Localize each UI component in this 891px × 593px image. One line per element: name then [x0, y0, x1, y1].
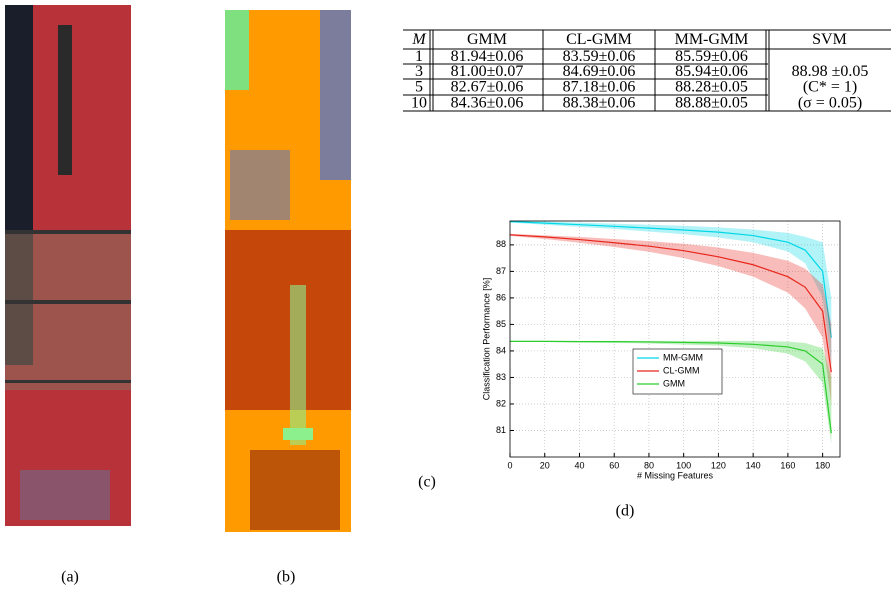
- x-axis-label: # Missing Features: [637, 470, 714, 480]
- table-header: CL-GMM: [566, 31, 632, 48]
- table-header: MM-GMM: [675, 31, 749, 48]
- x-tick-label: 80: [644, 460, 654, 470]
- series-line: [509, 234, 832, 373]
- legend-label: MM-GMM: [663, 352, 703, 362]
- table: M GMM CL-GMM MM-GMM SVM 1 81.94±0.06 83.59±0.06…: [403, 29, 891, 112]
- x-tick-label: 160: [780, 460, 795, 470]
- x-tick-label: 40: [574, 460, 584, 470]
- table-cell: 88.28±0.05: [675, 79, 748, 96]
- error-band: [510, 340, 832, 444]
- legend-label: CL-GMM: [663, 365, 700, 375]
- table-cell: 1: [415, 48, 423, 65]
- table-cell: 87.18±0.06: [563, 79, 636, 96]
- table-cell: 3: [415, 63, 423, 80]
- x-tick-label: 180: [815, 460, 830, 470]
- chart: 81 82 83 84 85 86 87 88 0 20 40 60 80 100 120 140 160 180…: [481, 220, 841, 480]
- table-cell: 10: [411, 95, 427, 112]
- table-cell: 82.67±0.06: [451, 79, 524, 96]
- table-cell: 81.94±0.06: [451, 48, 524, 65]
- plot-frame: [509, 220, 841, 458]
- y-axis-label: Classification Performance [%]: [481, 278, 491, 401]
- y-tick-label: 86: [496, 292, 506, 302]
- table-cell: 5: [415, 79, 423, 96]
- table-header: GMM: [467, 31, 507, 48]
- series-line: [509, 220, 832, 338]
- x-tick-label: 140: [746, 460, 761, 470]
- y-tick-label: 84: [496, 345, 506, 355]
- table-header: M: [411, 31, 427, 48]
- table-cell: 84.69±0.06: [563, 63, 636, 80]
- y-tick-label: 82: [496, 398, 506, 408]
- table-cell: (σ = 0.05): [798, 95, 862, 112]
- table-cell: (C* = 1): [803, 79, 857, 96]
- series-line: [510, 340, 832, 434]
- y-tick-label: 81: [496, 425, 506, 435]
- panel-label: (a): [61, 569, 79, 586]
- x-tick-label: 60: [609, 460, 619, 470]
- table-header: SVM: [812, 31, 847, 48]
- table-cell: 88.88±0.05: [675, 95, 748, 112]
- table-cell: 85.59±0.06: [675, 48, 748, 65]
- image-a: [5, 5, 131, 526]
- table-cell: 83.59±0.06: [563, 48, 636, 65]
- table-cell: 81.00±0.07: [451, 63, 524, 80]
- panel-label: (b): [277, 569, 296, 586]
- table-cell: 85.94±0.06: [675, 63, 748, 80]
- x-tick-label: 20: [540, 460, 550, 470]
- y-tick-label: 87: [496, 266, 506, 276]
- y-tick-label: 85: [496, 319, 506, 329]
- panel-label: (d): [616, 503, 635, 520]
- y-tick-label: 88: [496, 239, 506, 249]
- table-cell: 88.38±0.06: [563, 95, 636, 112]
- table-cell: 88.98 ±0.05: [792, 63, 869, 80]
- plot-area: [510, 221, 840, 457]
- y-tick-label: 83: [496, 372, 506, 382]
- table-cell: 84.36±0.06: [451, 95, 524, 112]
- legend-label: GMM: [663, 378, 685, 388]
- panel-label: (c): [418, 474, 436, 491]
- x-tick-label: 100: [676, 460, 691, 470]
- x-tick-label: 0: [507, 460, 512, 470]
- x-tick-label: 120: [711, 460, 726, 470]
- image-b: [225, 10, 351, 532]
